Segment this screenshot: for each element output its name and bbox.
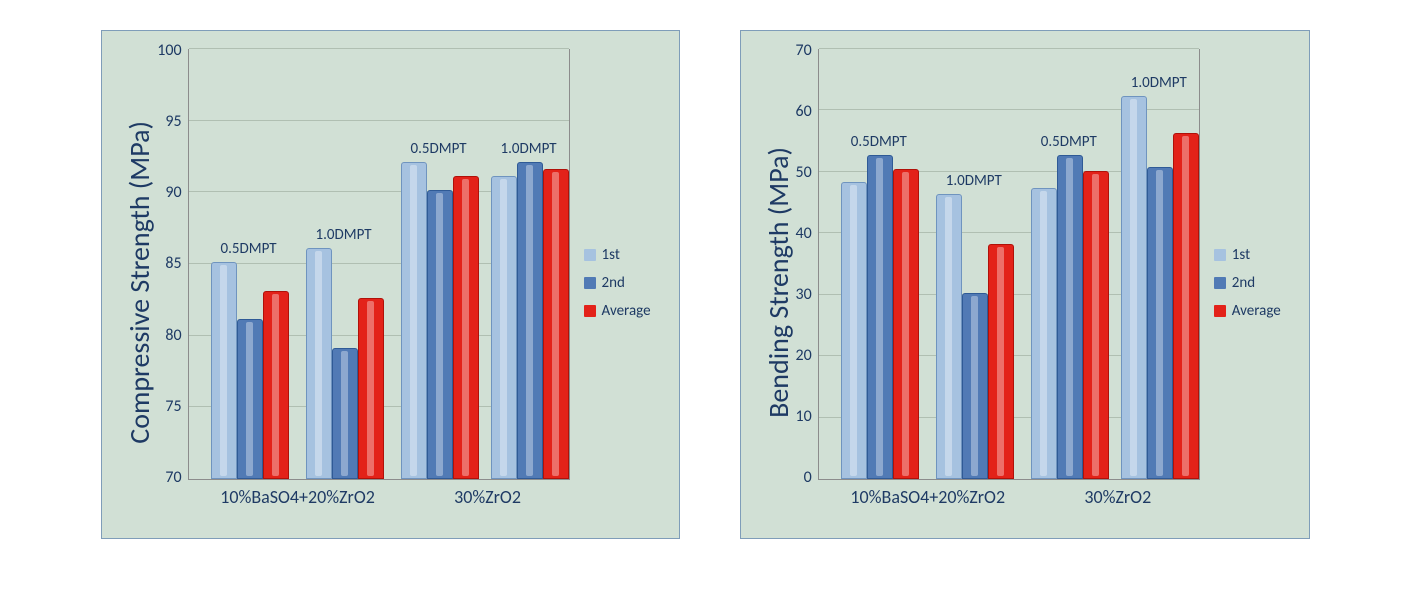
bar [453,176,479,479]
legend-item-1st: 1st [1214,246,1281,264]
bar [962,293,988,479]
legend: 1st 2nd Average [1214,246,1281,320]
cluster-label: 1.0DMPT [1131,74,1187,92]
bar [1121,96,1147,479]
y-tick-label: 30 [796,285,812,304]
y-tick-label: 90 [165,183,181,202]
y-tick-label: 70 [796,41,812,60]
y-tick-label: 85 [165,254,181,273]
y-axis-label: Bending Strength (MPa) [755,147,796,418]
bar [1031,188,1057,479]
y-tick-label: 95 [165,112,181,131]
bar [263,291,289,479]
y-tick-label: 0 [804,468,812,487]
bar [358,298,384,479]
cluster-label: 0.5DMPT [221,240,277,258]
legend-item-1st: 1st [584,246,651,264]
y-ticks: 100 95 90 85 80 75 70 [157,41,187,487]
bar [841,182,867,479]
bar [401,162,427,479]
x-category-label: 30%ZrO2 [454,486,521,508]
y-tick-label: 40 [796,224,812,243]
bar [237,319,263,479]
cluster-label: 1.0DMPT [316,226,372,244]
y-tick-label: 100 [157,41,181,60]
plot-area: 0.5DMPT 1.0DMPT 0.5DMPT 1.0DMPT [188,49,570,480]
gridline [189,48,569,49]
y-tick-label: 70 [165,468,181,487]
y-tick-label: 10 [796,407,812,426]
bar [1173,133,1199,479]
bar [1083,171,1109,479]
bar [893,169,919,479]
y-tick-label: 75 [165,397,181,416]
cluster-label: 0.5DMPT [411,140,467,158]
x-category-label: 10%BaSO4+20%ZrO2 [220,486,375,508]
legend-item-2nd: 2nd [584,274,651,292]
y-tick-label: 80 [165,326,181,345]
bar [1057,155,1083,480]
cluster-label: 1.0DMPT [501,140,557,158]
bar [491,176,517,479]
bar [211,262,237,479]
y-tick-label: 60 [796,102,812,121]
gridline [819,48,1199,49]
bar [427,190,453,479]
x-category-label: 10%BaSO4+20%ZrO2 [850,486,1005,508]
y-tick-label: 20 [796,346,812,365]
bar [332,348,358,479]
legend-item-average: Average [584,302,651,320]
bar [988,244,1014,479]
x-labels: 10%BaSO4+20%ZrO2 30%ZrO2 [818,486,1198,516]
x-labels: 10%BaSO4+20%ZrO2 30%ZrO2 [188,486,568,516]
y-tick-label: 50 [796,163,812,182]
cluster-label: 1.0DMPT [946,172,1002,190]
compressive-strength-chart: Compressive Strength (MPa) 100 95 90 85 80 75… [101,30,679,539]
cluster-label: 0.5DMPT [1041,133,1097,151]
bar [1147,167,1173,479]
cluster-label: 0.5DMPT [851,133,907,151]
bar [543,169,569,479]
gridline [189,120,569,121]
bending-strength-chart: Bending Strength (MPa) 70 60 50 40 30 20 10 0 0… [740,30,1310,539]
legend-item-2nd: 2nd [1214,274,1281,292]
bar [936,194,962,479]
x-category-label: 30%ZrO2 [1084,486,1151,508]
bar [306,248,332,479]
bar [517,162,543,479]
y-axis-label: Compressive Strength (MPa) [116,121,157,444]
plot-area: 0.5DMPT 1.0DMPT 0.5DMPT 1.0DMPT [818,49,1200,480]
bar [867,155,893,480]
y-ticks: 70 60 50 40 30 20 10 0 [796,41,818,487]
legend: 1st 2nd Average [584,246,651,320]
legend-item-average: Average [1214,302,1281,320]
